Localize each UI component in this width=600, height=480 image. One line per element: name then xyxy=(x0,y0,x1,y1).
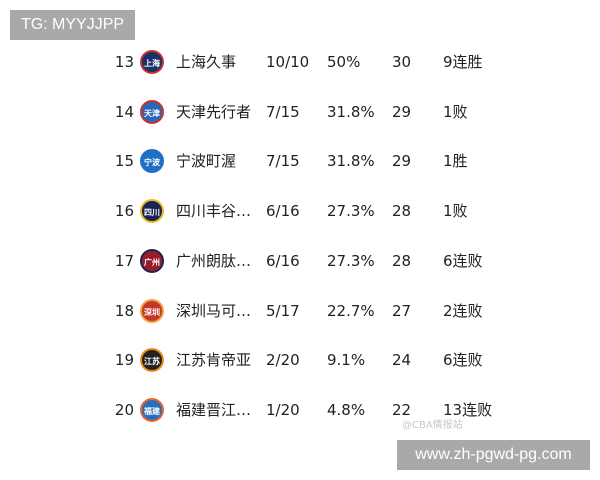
team-name: 深圳马可… xyxy=(176,302,252,320)
team-name: 四川丰谷… xyxy=(176,202,252,220)
team-logo-icon: 四川 xyxy=(140,199,164,223)
team-logo-icon: 宁波 xyxy=(140,149,164,173)
standings-row: 17 广州 广州朗肽… 6/16 27.3% 28 6连败 xyxy=(0,246,600,276)
team-logo-icon: 上海 xyxy=(140,50,164,74)
streak: 2连败 xyxy=(443,302,483,320)
win-percentage: 27.3% xyxy=(327,202,375,220)
team-name: 江苏肯帝亚 xyxy=(176,351,252,369)
team-logo-icon: 天津 xyxy=(140,100,164,124)
win-loss-record: 7/15 xyxy=(266,103,300,121)
rank: 16 xyxy=(114,202,134,220)
games-behind: 30 xyxy=(392,53,412,71)
win-loss-record: 2/20 xyxy=(266,351,300,369)
standings-row: 13 上海 上海久事 10/10 50% 30 9连胜 xyxy=(0,47,600,77)
win-percentage: 50% xyxy=(327,53,361,71)
standings-row: 16 四川 四川丰谷… 6/16 27.3% 28 1败 xyxy=(0,196,600,226)
win-loss-record: 6/16 xyxy=(266,252,300,270)
streak: 1胜 xyxy=(443,152,468,170)
watermark-url: www.zh-pgwd-pg.com xyxy=(397,440,590,470)
team-logo-icon: 福建 xyxy=(140,398,164,422)
games-behind: 27 xyxy=(392,302,412,320)
rank: 17 xyxy=(114,252,134,270)
games-behind: 22 xyxy=(392,401,412,419)
games-behind: 29 xyxy=(392,152,412,170)
team-logo-icon: 广州 xyxy=(140,249,164,273)
streak: 6连败 xyxy=(443,252,483,270)
win-loss-record: 1/20 xyxy=(266,401,300,419)
games-behind: 28 xyxy=(392,252,412,270)
win-percentage: 22.7% xyxy=(327,302,375,320)
team-name: 广州朗肽… xyxy=(176,252,252,270)
win-loss-record: 10/10 xyxy=(266,53,310,71)
win-loss-record: 6/16 xyxy=(266,202,300,220)
win-loss-record: 7/15 xyxy=(266,152,300,170)
team-logo-icon: 江苏 xyxy=(140,348,164,372)
standings-row: 15 宁波 宁波町渥 7/15 31.8% 29 1胜 xyxy=(0,146,600,176)
games-behind: 28 xyxy=(392,202,412,220)
streak: 1败 xyxy=(443,202,468,220)
games-behind: 29 xyxy=(392,103,412,121)
win-percentage: 9.1% xyxy=(327,351,366,369)
source-watermark: @CBA情报站 xyxy=(402,420,463,431)
team-logo-icon: 深圳 xyxy=(140,299,164,323)
standings-row: 20 福建 福建晋江… 1/20 4.8% 22 13连败 xyxy=(0,395,600,425)
rank: 15 xyxy=(114,152,134,170)
team-name: 福建晋江… xyxy=(176,401,252,419)
standings-row: 19 江苏 江苏肯帝亚 2/20 9.1% 24 6连败 xyxy=(0,345,600,375)
win-percentage: 31.8% xyxy=(327,103,375,121)
rank: 20 xyxy=(114,401,134,419)
streak: 1败 xyxy=(443,103,468,121)
team-name: 天津先行者 xyxy=(176,103,252,121)
win-percentage: 27.3% xyxy=(327,252,375,270)
standings-row: 14 天津 天津先行者 7/15 31.8% 29 1败 xyxy=(0,97,600,127)
rank: 19 xyxy=(114,351,134,369)
win-percentage: 4.8% xyxy=(327,401,366,419)
team-name: 上海久事 xyxy=(176,53,237,71)
watermark-tag: TG: MYYJJPP xyxy=(10,10,135,40)
team-name: 宁波町渥 xyxy=(176,152,237,170)
games-behind: 24 xyxy=(392,351,412,369)
standings-row: 18 深圳 深圳马可… 5/17 22.7% 27 2连败 xyxy=(0,296,600,326)
streak: 13连败 xyxy=(443,401,493,419)
win-percentage: 31.8% xyxy=(327,152,375,170)
rank: 18 xyxy=(114,302,134,320)
streak: 6连败 xyxy=(443,351,483,369)
rank: 14 xyxy=(114,103,134,121)
win-loss-record: 5/17 xyxy=(266,302,300,320)
rank: 13 xyxy=(114,53,134,71)
streak: 9连胜 xyxy=(443,53,483,71)
